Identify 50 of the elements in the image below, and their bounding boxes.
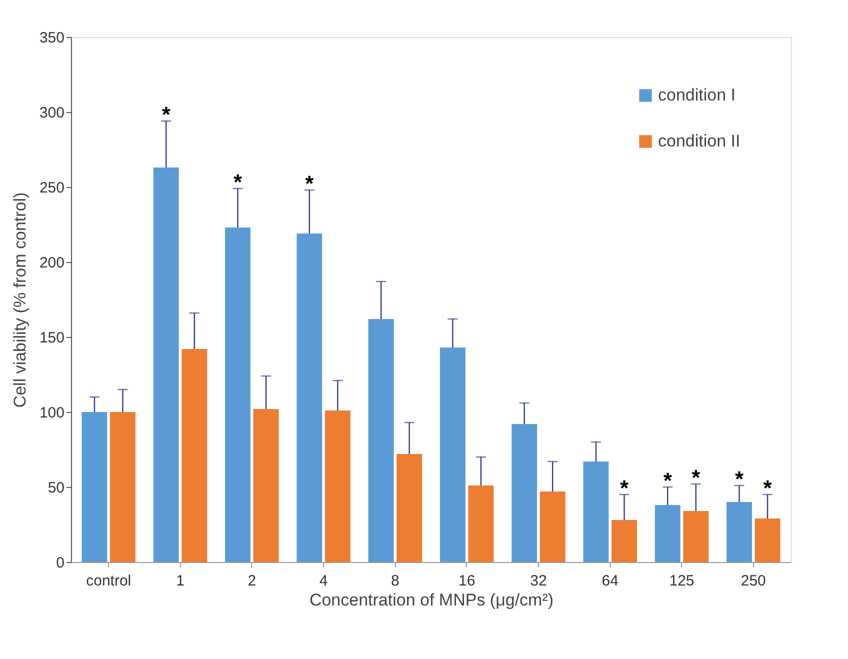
annotation: * xyxy=(162,102,171,127)
legend-label: condition II xyxy=(658,132,740,150)
bar xyxy=(368,319,394,562)
bar xyxy=(253,409,279,562)
y-tick-label: 200 xyxy=(39,254,64,272)
bar xyxy=(540,492,566,562)
bar xyxy=(654,505,680,562)
x-tick-label: 64 xyxy=(602,572,618,590)
x-tick-label: 8 xyxy=(391,572,400,590)
y-tick-label: 300 xyxy=(39,104,64,122)
bar xyxy=(583,462,609,562)
y-tick-label: 50 xyxy=(48,480,64,496)
annotation: * xyxy=(663,468,672,493)
bar xyxy=(324,410,350,562)
bar xyxy=(468,486,494,562)
bar xyxy=(153,168,179,562)
legend-label: condition I xyxy=(658,86,736,104)
bar xyxy=(512,424,538,562)
x-tick-label: 250 xyxy=(740,572,766,590)
bar xyxy=(726,502,752,562)
annotation: * xyxy=(620,476,629,500)
annotation: * xyxy=(734,466,744,492)
x-tick-label: 4 xyxy=(319,572,328,590)
x-axis-title: Concentration of MNPs (μg/cm²) xyxy=(309,590,554,610)
annotation: * xyxy=(763,476,772,500)
x-tick-label: 2 xyxy=(248,572,256,590)
bar xyxy=(754,518,780,562)
x-tick-label: 1 xyxy=(176,572,184,590)
y-tick-label: 250 xyxy=(39,180,64,196)
bar xyxy=(296,234,322,562)
bar xyxy=(440,348,466,562)
bar xyxy=(612,520,637,562)
annotation: * xyxy=(305,171,314,196)
x-tick-label: 16 xyxy=(458,572,476,590)
y-tick-label: 350 xyxy=(39,30,64,46)
x-tick-label: control xyxy=(86,572,132,590)
annotation: * xyxy=(233,170,242,194)
x-tick-label: 125 xyxy=(669,572,694,590)
x-tick-label: 32 xyxy=(530,572,547,590)
annotation: * xyxy=(692,465,701,490)
bar xyxy=(110,412,136,562)
bar xyxy=(683,511,709,562)
bar xyxy=(396,454,422,562)
y-tick-label: 150 xyxy=(39,330,64,346)
bar xyxy=(82,412,108,562)
y-tick-label: 100 xyxy=(39,404,64,422)
bar xyxy=(225,228,250,562)
bar xyxy=(182,349,208,562)
y-axis-title: Cell viability (% from control) xyxy=(10,192,30,408)
y-tick-label: 0 xyxy=(56,554,64,572)
